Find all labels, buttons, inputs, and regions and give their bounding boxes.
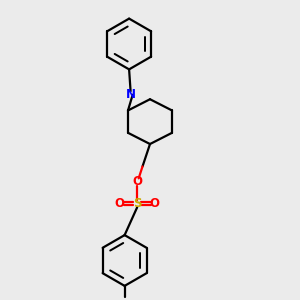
Text: S: S xyxy=(133,197,141,210)
Text: O: O xyxy=(132,176,142,188)
Text: O: O xyxy=(149,197,160,210)
Text: N: N xyxy=(126,88,136,101)
Text: O: O xyxy=(115,197,125,210)
